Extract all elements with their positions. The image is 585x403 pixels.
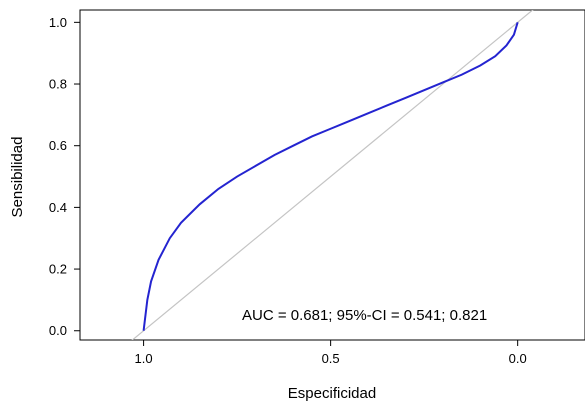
roc-curve: [142, 22, 519, 331]
y-axis-label: Sensibilidad: [9, 137, 26, 218]
plot-frame: [79, 9, 585, 341]
reference-diagonal-line: [131, 10, 534, 340]
x-axis-label: Especificidad: [288, 385, 376, 402]
x-tick-label: 0.5: [322, 351, 340, 366]
auc-annotation: AUC = 0.681; 95%-CI = 0.541; 0.821: [242, 307, 487, 324]
x-tick-label: 0.0: [509, 351, 527, 366]
x-tick-label: 1.0: [135, 351, 153, 366]
y-axis: 0.0 0.2 0.4 0.6 0.8 1.0: [49, 15, 80, 338]
x-axis: 1.0 0.5 0.0: [135, 340, 527, 366]
y-tick-label: 0.6: [49, 138, 67, 153]
y-tick-label: 0.8: [49, 77, 67, 92]
y-tick-label: 0.2: [49, 262, 67, 277]
y-tick-label: 0.0: [49, 323, 67, 338]
y-tick-label: 1.0: [49, 15, 67, 30]
y-tick-label: 0.4: [49, 200, 67, 215]
